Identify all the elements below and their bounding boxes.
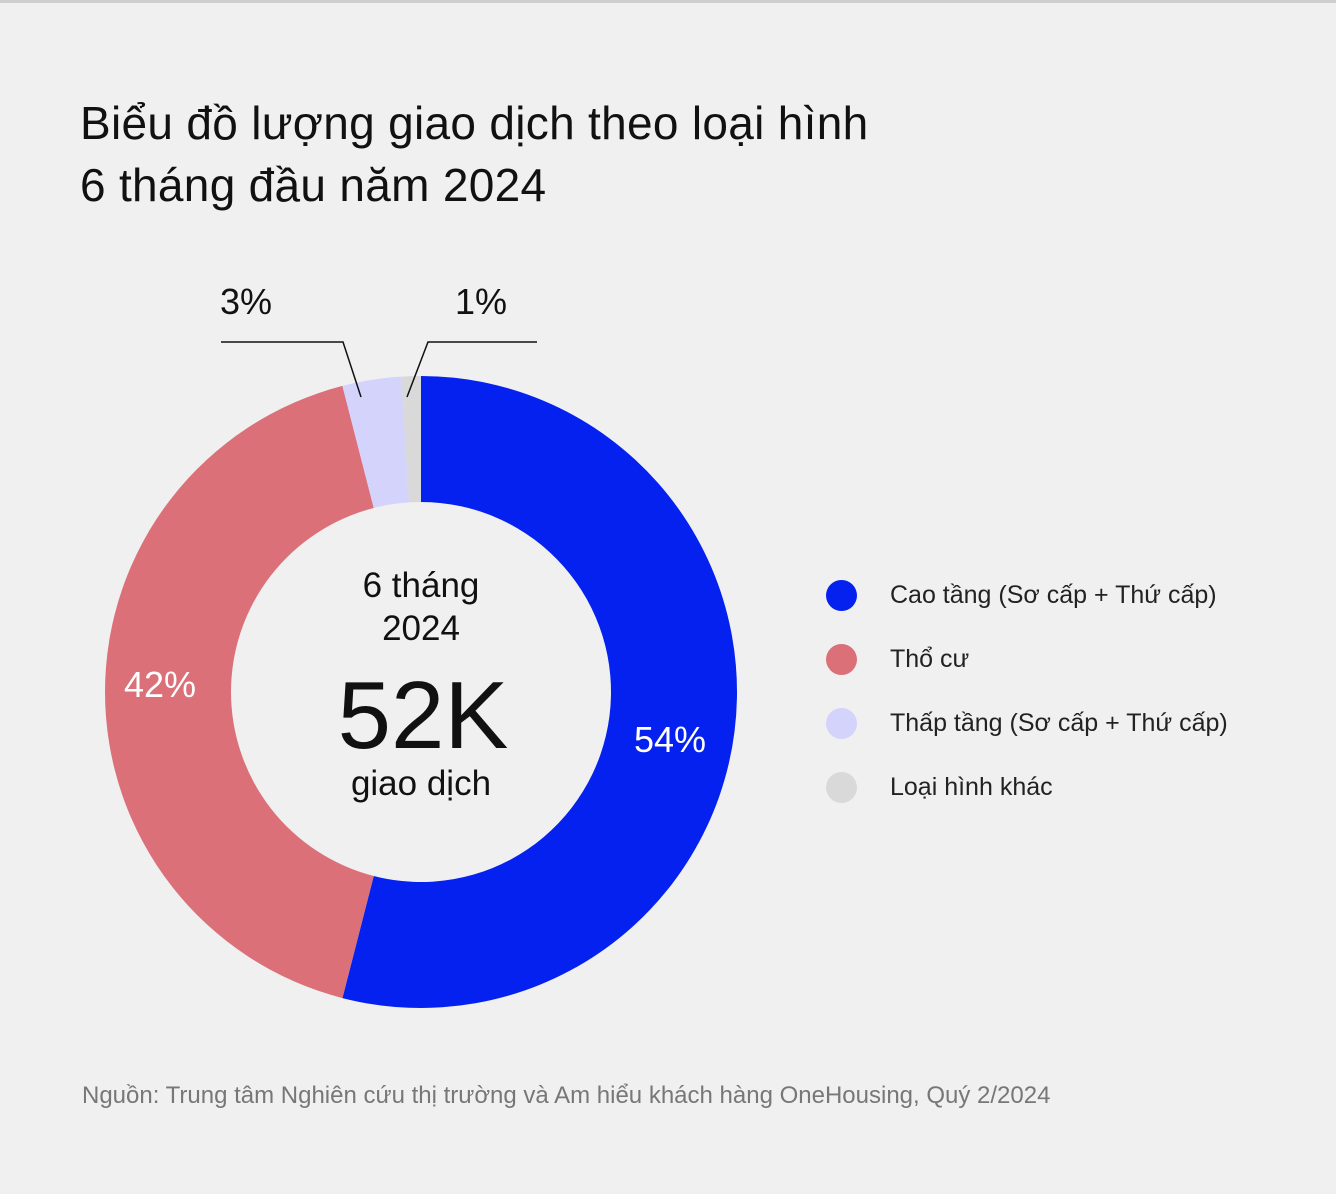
slice-3 [401,376,421,503]
center-unit: giao dịch [351,764,491,803]
legend-item-thap-tang: Thấp tầng (Sơ cấp + Thứ cấp) [826,676,1228,771]
legend-item-khac: Loại hình khác [826,740,1228,835]
center-line-2: 2024 [382,609,460,648]
legend: Cao tầng (Sơ cấp + Thứ cấp) Thổ cư Thấp … [826,548,1228,835]
legend-label: Thấp tầng (Sơ cấp + Thứ cấp) [890,709,1228,737]
top-border [0,0,1336,3]
title-line-1: Biểu đồ lượng giao dịch theo loại hình [80,97,869,149]
legend-swatch [826,708,857,739]
legend-label: Cao tầng (Sơ cấp + Thứ cấp) [890,581,1217,609]
legend-item-cao-tang: Cao tầng (Sơ cấp + Thứ cấp) [826,548,1228,643]
slice-1 [105,385,374,999]
legend-swatch [826,644,857,675]
legend-label: Loại hình khác [890,773,1053,801]
title-line-2: 6 tháng đầu năm 2024 [80,159,547,211]
slice-2 [342,376,410,508]
center-value: 52K [338,662,509,769]
leader-line-3pct [221,341,362,398]
legend-label: Thổ cư [890,645,970,673]
legend-swatch [826,772,857,803]
chart-title: Biểu đồ lượng giao dịch theo loại hình 6… [80,92,868,216]
slice-label-3: 1% [455,281,507,322]
slice-label-1: 42% [124,664,196,705]
source-note: Nguồn: Trung tâm Nghiên cứu thị trường v… [82,1082,1051,1109]
leader-line-1pct [406,341,537,398]
slice-label-0: 54% [634,719,706,760]
legend-swatch [826,580,857,611]
legend-item-tho-cu: Thổ cư [826,612,1228,707]
center-line-1: 6 tháng [363,566,480,605]
slice-label-2: 3% [220,281,272,322]
slice-0 [342,376,738,1009]
